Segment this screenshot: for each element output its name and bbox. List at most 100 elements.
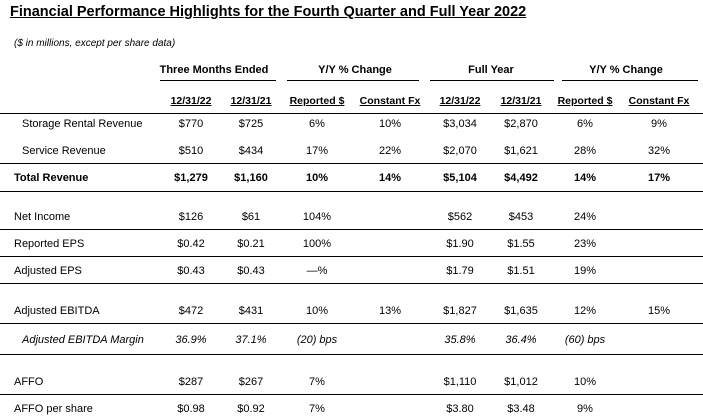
row-adjusted-eps: Adjusted EPS $0.43 $0.43 —% $1.79 $1.51 … [0,265,703,281]
column-header-fy-reported: Reported $ [557,95,613,107]
row-label: Reported EPS [14,238,85,250]
cell-q-constant-fx: 10% [378,118,402,130]
table-divider [0,256,703,257]
cell-q-2021: $0.92 [237,403,265,415]
cell-q-reported: 7% [309,403,325,415]
table-divider [0,323,703,324]
group-header-three-months: Three Months Ended [159,64,269,76]
cell-q-2021: $267 [238,376,264,388]
cell-q-2022: $0.43 [177,265,205,277]
table-divider [0,394,703,395]
row-net-income: Net Income $126 $61 104% $562 $453 24% [0,211,703,227]
table-divider [0,191,703,192]
cell-q-2022: $1,279 [174,172,208,184]
cell-fy-reported: 9% [577,403,593,415]
report-title: Financial Performance Highlights for the… [10,4,527,20]
row-label: Total Revenue [14,172,89,184]
cell-fy-2021: $2,870 [504,118,538,130]
column-header-fy-2022: 12/31/22 [439,95,481,107]
cell-q-2021: 37.1% [235,334,267,346]
cell-q-2021: $0.21 [237,238,265,250]
cell-q-2022: $287 [178,376,204,388]
cell-fy-2021: 36.4% [505,334,537,346]
row-label: Adjusted EBITDA [14,305,100,317]
cell-q-reported: (20) bps [296,334,338,346]
cell-q-2021: $0.43 [237,265,265,277]
cell-fy-2021: $1.51 [507,265,535,277]
cell-fy-reported: 10% [573,376,597,388]
cell-q-2021: $61 [241,211,261,223]
column-header-q-reported: Reported $ [289,95,345,107]
cell-fy-2022: $1.90 [446,238,474,250]
column-header-fy-constant-fx: Constant Fx [628,95,690,107]
group-header-yy-change-quarter: Y/Y % Change [318,64,392,76]
row-reported-eps: Reported EPS $0.42 $0.21 100% $1.90 $1.5… [0,238,703,254]
cell-fy-2021: $1,635 [504,305,538,317]
group-underline-yy-change-full-year [562,80,698,81]
cell-fy-2022: $1,827 [443,305,477,317]
cell-q-constant-fx: 13% [378,305,402,317]
cell-fy-constant-fx: 32% [647,145,671,157]
cell-q-2022: $472 [178,305,204,317]
cell-q-reported: 100% [302,238,332,250]
table-divider [0,113,703,114]
group-header-full-year: Full Year [468,64,514,76]
cell-fy-2022: $1.79 [446,265,474,277]
cell-q-2022: $510 [178,145,204,157]
cell-q-2022: 36.9% [175,334,207,346]
cell-q-reported: 10% [305,172,329,184]
cell-fy-2022: $1,110 [443,376,477,388]
cell-fy-constant-fx: 9% [651,118,667,130]
cell-fy-2022: $2,070 [443,145,477,157]
cell-q-2022: $0.42 [177,238,205,250]
cell-fy-reported: 14% [573,172,597,184]
cell-q-2022: $770 [178,118,204,130]
cell-q-2021: $434 [238,145,264,157]
cell-q-reported: 10% [305,305,329,317]
cell-q-reported: 104% [302,211,332,223]
row-label: Service Revenue [22,145,106,157]
cell-q-2022: $126 [178,211,204,223]
cell-fy-2022: $5,104 [443,172,477,184]
cell-fy-constant-fx: 15% [647,305,671,317]
cell-fy-reported: 23% [573,238,597,250]
row-affo-per-share: AFFO per share $0.98 $0.92 7% $3.80 $3.4… [0,403,703,419]
cell-fy-2022: $562 [447,211,473,223]
row-label: Storage Rental Revenue [22,118,143,130]
cell-fy-reported: 28% [573,145,597,157]
cell-q-reported: —% [306,265,328,277]
group-header-yy-change-full-year: Y/Y % Change [589,64,663,76]
cell-fy-2021: $453 [508,211,534,223]
row-storage-rental-revenue: Storage Rental Revenue $770 $725 6% 10% … [0,118,703,134]
cell-q-2021: $725 [238,118,264,130]
cell-fy-2021: $1.55 [507,238,535,250]
row-label: Net Income [14,211,71,223]
cell-fy-reported: 6% [577,118,593,130]
cell-q-reported: 17% [305,145,329,157]
column-header-q-2022: 12/31/22 [170,95,212,107]
row-adjusted-ebitda-margin: Adjusted EBITDA Margin 36.9% 37.1% (20) … [0,334,703,350]
table-divider [0,354,703,355]
row-service-revenue: Service Revenue $510 $434 17% 22% $2,070… [0,145,703,161]
cell-fy-reported: 19% [573,265,597,277]
cell-fy-2021: $4,492 [504,172,538,184]
cell-fy-2021: $3.48 [507,403,535,415]
cell-fy-2022: $3,034 [443,118,477,130]
group-underline-full-year [430,80,554,81]
column-header-fy-2021: 12/31/21 [500,95,542,107]
report-subtitle: ($ in millions, except per share data) [14,38,176,49]
cell-fy-reported: 12% [573,305,597,317]
table-divider [0,283,703,284]
row-adjusted-ebitda: Adjusted EBITDA $472 $431 10% 13% $1,827… [0,305,703,321]
group-underline-three-months [160,80,276,81]
cell-fy-reported: (60) bps [564,334,606,346]
group-underline-yy-change-quarter [287,80,419,81]
column-header-q-constant-fx: Constant Fx [359,95,421,107]
cell-fy-2021: $1,621 [504,145,538,157]
cell-fy-2022: $3.80 [446,403,474,415]
table-divider [0,163,703,164]
table-divider [0,229,703,230]
cell-q-reported: 6% [309,118,325,130]
cell-q-2021: $431 [238,305,264,317]
row-label: AFFO [14,376,44,388]
